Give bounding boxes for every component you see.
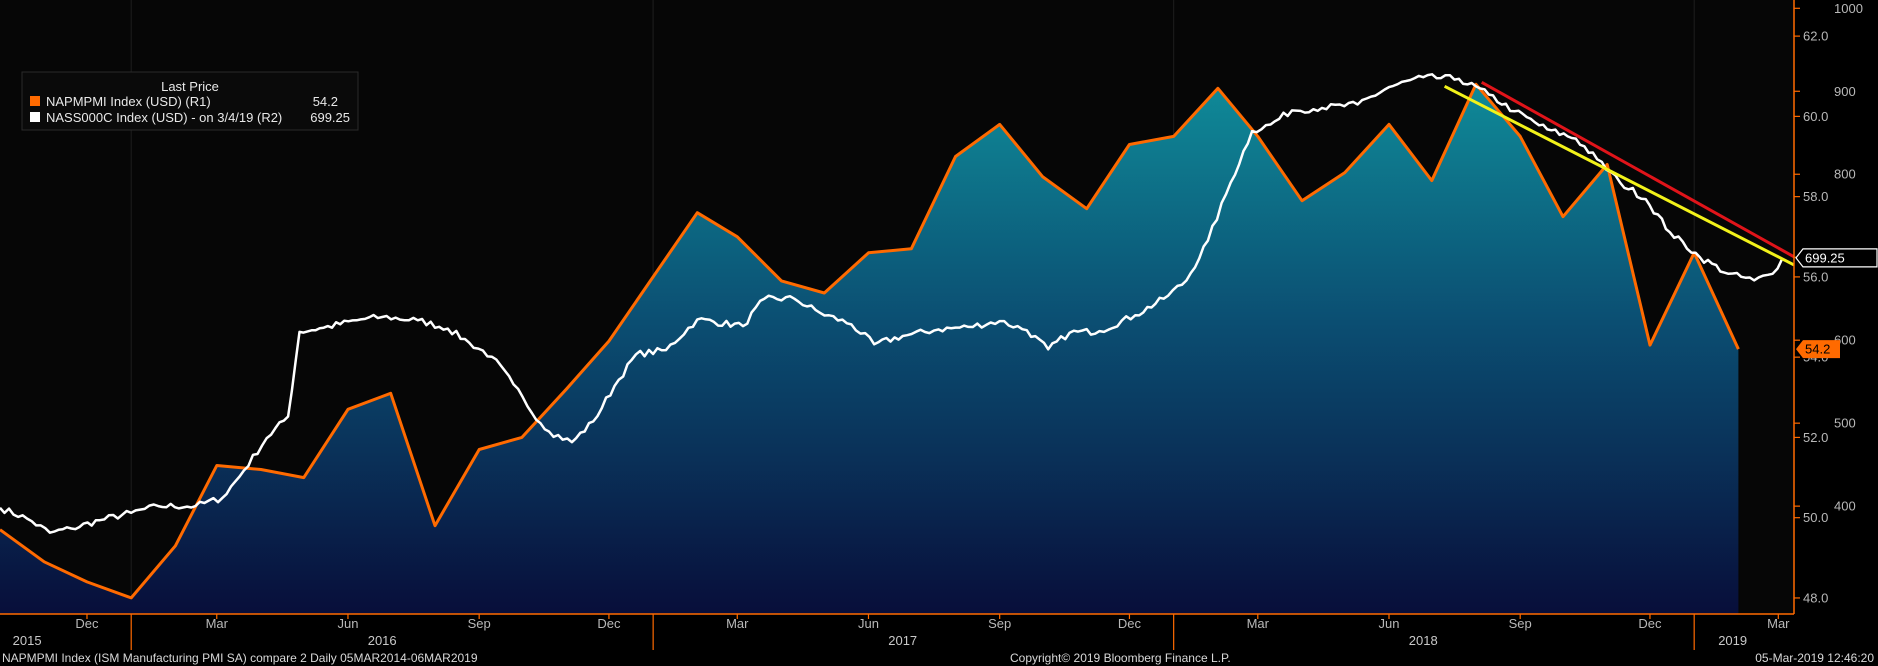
svg-text:54.2: 54.2 — [1805, 342, 1830, 357]
r2-tick-label: 1000 — [1834, 1, 1863, 16]
footer-timestamp: 05-Mar-2019 12:46:20 — [1755, 651, 1874, 665]
x-tick-label: Sep — [988, 616, 1011, 631]
pmi-last-value-tag: 54.2 — [1796, 340, 1840, 359]
x-tick-label: Dec — [75, 616, 99, 631]
legend-title: Last Price — [161, 79, 219, 94]
x-tick-label: Dec — [1118, 616, 1142, 631]
x-tick-label: Dec — [597, 616, 621, 631]
x-tick-label: Mar — [1247, 616, 1270, 631]
x-year-label: 2018 — [1409, 633, 1438, 648]
r2-tick-label: 500 — [1834, 416, 1856, 431]
x-tick-label: Jun — [1379, 616, 1400, 631]
x-tick-label: Sep — [1509, 616, 1532, 631]
x-year-label: 2015 — [13, 633, 42, 648]
pmi-area-fill — [0, 84, 1739, 614]
r2-tick-label: 900 — [1834, 84, 1856, 99]
pmi-series-line — [0, 82, 1740, 600]
x-tick-label: Jun — [858, 616, 879, 631]
svg-text:699.25: 699.25 — [1805, 250, 1845, 265]
nass-series-line — [0, 73, 1784, 534]
legend-value-pmi: 54.2 — [313, 94, 338, 109]
nass-last-value-tag: 699.25 — [1795, 248, 1878, 268]
r1-tick-label: 60.0 — [1803, 109, 1828, 124]
red-trendline — [1480, 80, 1794, 259]
r2-tick-label: 800 — [1834, 167, 1856, 182]
r1-tick-label: 58.0 — [1803, 189, 1828, 204]
legend: Last Price NAPMPMI Index (USD) (R1) 54.2… — [21, 71, 359, 131]
x-tick-label: Mar — [726, 616, 749, 631]
r1-tick-label: 62.0 — [1803, 29, 1828, 44]
footer-description: NAPMPMI Index (ISM Manufacturing PMI SA)… — [2, 651, 478, 665]
x-axis-ticks: Dec Mar Jun Sep Dec Mar Jun Sep Dec Mar Jun Sep Dec M… — [75, 614, 1790, 650]
yellow-trendline — [1443, 84, 1794, 267]
r1-axis-ticks: 48.050.052.054.056.058.060.062.0 — [1794, 29, 1828, 605]
legend-box — [21, 71, 359, 131]
x-tick-label: Dec — [1638, 616, 1662, 631]
x-tick-label: Mar — [206, 616, 229, 631]
r1-tick-label: 50.0 — [1803, 510, 1828, 525]
x-tick-label: Mar — [1767, 616, 1790, 631]
footer: NAPMPMI Index (ISM Manufacturing PMI SA)… — [2, 651, 1874, 665]
legend-swatch-pmi — [30, 96, 40, 106]
legend-label-nass: NASS000C Index (USD) - on 3/4/19 (R2) — [46, 110, 282, 125]
r1-tick-label: 52.0 — [1803, 430, 1828, 445]
x-year-label: 2017 — [888, 633, 917, 648]
footer-copyright: Copyright© 2019 Bloomberg Finance L.P. — [1010, 651, 1231, 665]
legend-value-nass: 699.25 — [310, 110, 350, 125]
x-year-label: 2019 — [1718, 633, 1747, 648]
x-tick-label: Jun — [337, 616, 358, 631]
x-axis-year-labels: 2015 2016 2017 2018 2019 — [13, 633, 1748, 648]
r2-tick-label: 400 — [1834, 499, 1856, 514]
x-year-label: 2016 — [368, 633, 397, 648]
legend-swatch-nass — [30, 112, 40, 122]
r1-tick-label: 48.0 — [1803, 590, 1828, 605]
r1-tick-label: 56.0 — [1803, 269, 1828, 284]
x-tick-label: Sep — [468, 616, 491, 631]
legend-label-pmi: NAPMPMI Index (USD) (R1) — [46, 94, 211, 109]
